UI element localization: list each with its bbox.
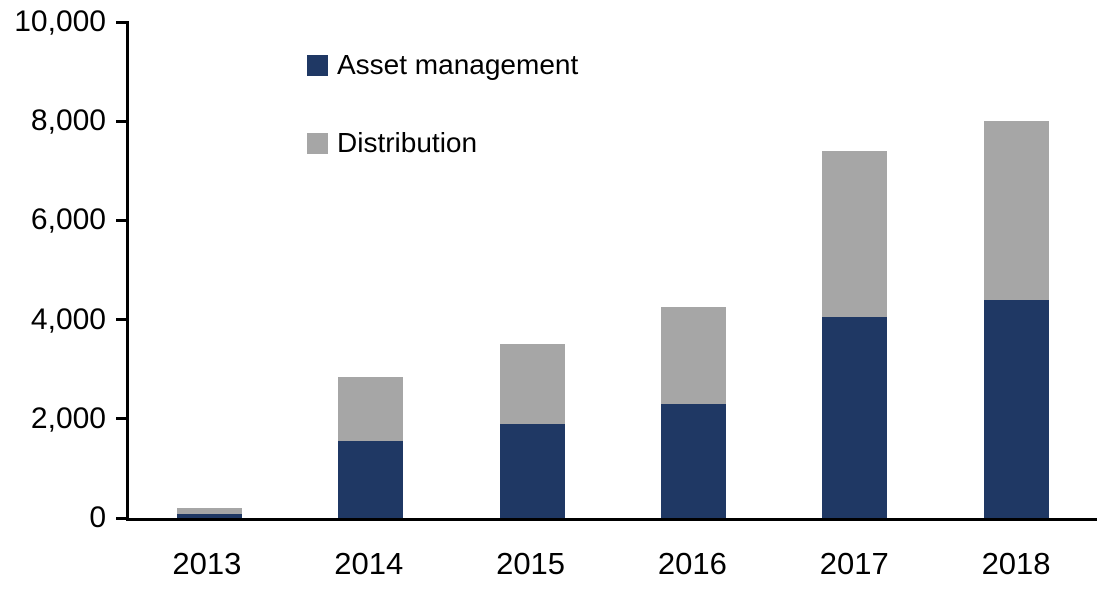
bar-slot-2017 <box>774 22 935 518</box>
y-axis-label: 4,000 <box>30 302 106 336</box>
bar-segment-distribution-2013 <box>177 508 243 515</box>
y-axis-tick <box>116 119 129 123</box>
y-axis-tick <box>116 516 129 520</box>
legend-item-distribution: Distribution <box>307 129 578 157</box>
bar-segment-asset-management-2016 <box>661 403 727 518</box>
y-axis-label: 6,000 <box>30 203 106 237</box>
bar-2016 <box>661 307 727 518</box>
bar-2013 <box>177 508 243 518</box>
y-axis-label: 0 <box>89 501 106 534</box>
bar-segment-asset-management-2014 <box>338 441 404 518</box>
legend-swatch-asset-management-icon <box>307 54 328 76</box>
bar-segment-distribution-2016 <box>661 307 727 404</box>
bar-slot-2016 <box>613 22 774 518</box>
x-axis-label-2014: 2014 <box>334 546 404 581</box>
bar-slot-2013 <box>129 22 290 518</box>
bar-2018 <box>983 121 1049 518</box>
bar-segment-asset-management-2015 <box>499 423 565 518</box>
x-axis-label-2013: 2013 <box>172 546 242 581</box>
plot-area: Asset management Distribution <box>126 22 1097 521</box>
legend: Asset management Distribution <box>307 51 578 157</box>
y-axis-label: 2,000 <box>30 401 106 435</box>
bar-slot-2014 <box>290 22 451 518</box>
bar-2017 <box>822 150 888 518</box>
bar-segment-asset-management-2013 <box>177 514 243 518</box>
bar-segment-distribution-2018 <box>983 121 1049 300</box>
bar-segment-distribution-2014 <box>338 376 404 442</box>
x-axis-label-2017: 2017 <box>819 546 889 581</box>
y-axis-label: 10,000 <box>14 5 106 38</box>
x-axis-label-2015: 2015 <box>496 546 566 581</box>
bar-segment-asset-management-2017 <box>822 317 888 518</box>
x-axis: 2013 2014 2015 2016 2017 2018 <box>126 548 1097 579</box>
bar-slot-2018 <box>936 22 1097 518</box>
x-axis-label-2016: 2016 <box>657 546 727 581</box>
bar-2014 <box>338 376 404 518</box>
y-axis-tick <box>116 318 129 322</box>
bar-2015 <box>499 344 565 518</box>
bar-slot-2015 <box>452 22 613 518</box>
y-axis-tick <box>116 20 129 24</box>
legend-item-asset-management: Asset management <box>307 51 578 79</box>
bar-segment-distribution-2015 <box>499 344 565 424</box>
legend-swatch-distribution-icon <box>307 132 328 154</box>
y-axis-label: 8,000 <box>30 104 106 138</box>
bar-segment-distribution-2017 <box>822 150 888 318</box>
y-axis-tick <box>116 218 129 222</box>
bars-container <box>129 22 1097 518</box>
bar-segment-asset-management-2018 <box>983 299 1049 518</box>
y-axis-tick <box>116 417 129 421</box>
legend-label-asset-management: Asset management <box>337 49 579 80</box>
legend-label-distribution: Distribution <box>337 127 478 158</box>
x-axis-label-2018: 2018 <box>981 546 1051 581</box>
